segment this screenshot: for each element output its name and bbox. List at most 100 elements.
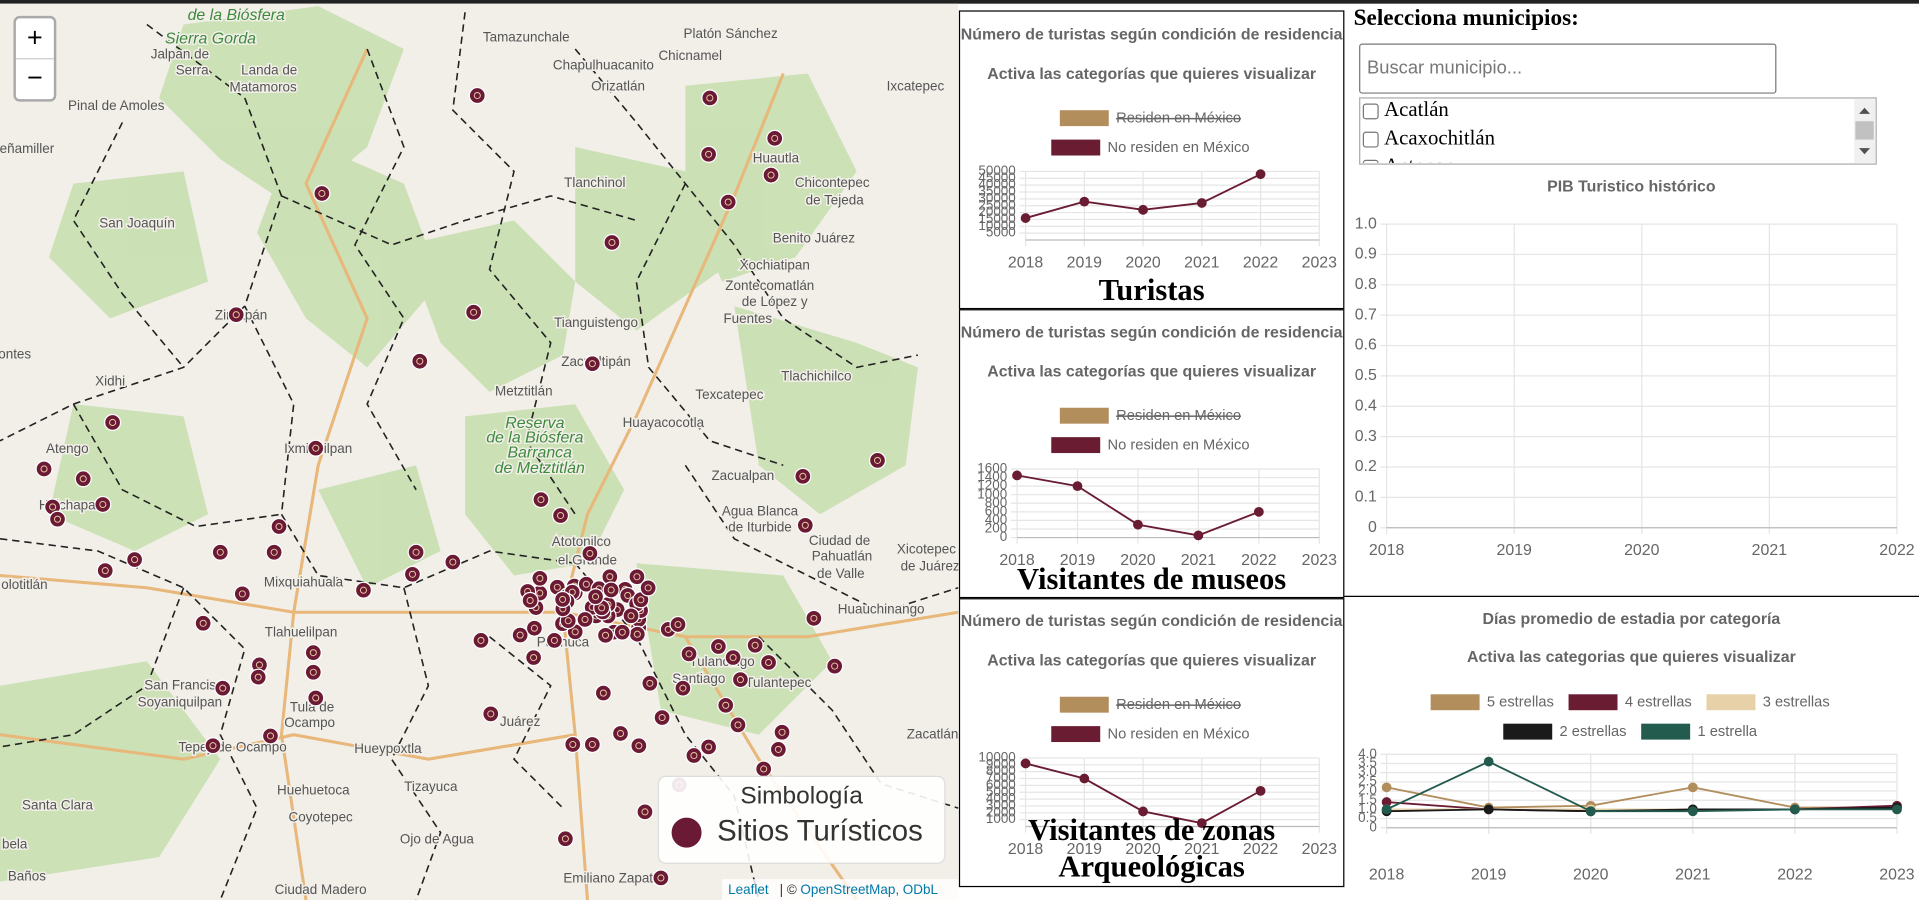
site-marker[interactable] [719, 193, 737, 211]
site-marker[interactable] [94, 495, 112, 514]
site-marker[interactable] [586, 588, 605, 606]
site-marker[interactable] [554, 590, 572, 608]
site-marker[interactable] [511, 626, 529, 644]
site-marker[interactable] [307, 689, 325, 707]
site-marker[interactable] [583, 355, 601, 373]
attribution-osm[interactable]: OpenStreetMap, ODbL [800, 882, 938, 897]
site-marker[interactable] [521, 591, 539, 610]
site-marker[interactable] [104, 413, 122, 432]
site-marker[interactable] [805, 609, 823, 627]
zoom-out[interactable]: − [27, 63, 43, 93]
site-marker[interactable] [613, 623, 631, 641]
legend-item[interactable]: Residen en México [1059, 110, 1241, 127]
site-marker[interactable] [652, 869, 670, 887]
site-marker[interactable] [669, 615, 687, 634]
legend-item[interactable]: No residen en México [1051, 437, 1250, 454]
site-marker[interactable] [594, 684, 612, 702]
site-marker[interactable] [685, 746, 703, 765]
municipio-list[interactable] [1359, 97, 1877, 165]
site-marker[interactable] [354, 581, 373, 599]
checkbox[interactable] [1362, 103, 1379, 120]
site-marker[interactable] [701, 89, 719, 107]
site-marker[interactable] [96, 562, 114, 580]
site-marker[interactable] [35, 460, 53, 478]
site-marker[interactable] [796, 516, 814, 534]
site-marker[interactable] [709, 637, 727, 656]
legend-item[interactable]: Residen en México [1059, 407, 1241, 424]
site-marker[interactable] [564, 735, 582, 754]
site-marker[interactable] [313, 184, 331, 203]
legend-item[interactable]: 5 estrellas [1430, 694, 1554, 711]
site-marker[interactable] [766, 129, 784, 147]
site-marker[interactable] [532, 491, 550, 509]
site-marker[interactable] [468, 86, 486, 105]
site-marker[interactable] [233, 585, 251, 603]
site-marker[interactable] [746, 636, 764, 654]
site-marker[interactable] [729, 716, 747, 734]
site-marker[interactable] [583, 735, 601, 754]
site-marker[interactable] [307, 439, 325, 457]
site-marker[interactable] [261, 727, 280, 745]
site-marker[interactable] [622, 607, 640, 625]
site-marker[interactable] [304, 644, 322, 662]
site-marker[interactable] [304, 663, 322, 681]
site-marker[interactable] [628, 625, 646, 643]
attribution-leaflet[interactable]: Leaflet [728, 882, 769, 897]
legend-item[interactable]: 4 estrellas [1568, 694, 1692, 711]
legend-item[interactable]: Residen en México [1059, 696, 1241, 713]
site-marker[interactable] [525, 619, 543, 637]
site-marker[interactable] [204, 737, 222, 755]
site-marker[interactable] [641, 674, 659, 692]
search-input[interactable] [1359, 43, 1777, 94]
site-marker[interactable] [407, 543, 425, 561]
site-marker[interactable] [762, 166, 780, 184]
site-marker[interactable] [760, 653, 778, 672]
site-marker[interactable] [731, 671, 749, 689]
site-marker[interactable] [628, 568, 646, 586]
site-marker[interactable] [653, 708, 671, 727]
site-marker[interactable] [794, 467, 812, 485]
site-marker[interactable] [403, 565, 422, 583]
checkbox[interactable] [1362, 131, 1379, 148]
site-marker[interactable] [868, 451, 887, 469]
legend-item[interactable]: No residen en México [1051, 139, 1250, 156]
site-marker[interactable] [576, 610, 594, 629]
site-marker[interactable] [211, 543, 229, 561]
site-marker[interactable] [270, 517, 288, 536]
site-marker[interactable] [639, 579, 657, 597]
site-marker[interactable] [700, 145, 718, 163]
site-marker[interactable] [755, 760, 773, 778]
site-marker[interactable] [773, 723, 791, 741]
site-marker[interactable] [472, 631, 490, 649]
site-marker[interactable] [525, 648, 543, 667]
site-marker[interactable] [411, 352, 429, 370]
site-marker[interactable] [545, 631, 563, 649]
legend-item[interactable]: No residen en México [1051, 726, 1250, 743]
site-marker[interactable] [214, 679, 232, 697]
site-marker[interactable] [602, 581, 620, 599]
site-marker[interactable] [556, 830, 574, 848]
site-marker[interactable] [603, 233, 621, 252]
legend-item[interactable]: 2 estrellas [1503, 723, 1626, 740]
site-marker[interactable] [700, 738, 718, 756]
site-marker[interactable] [48, 510, 67, 528]
site-marker[interactable] [769, 740, 787, 758]
site-marker[interactable] [249, 668, 267, 686]
site-marker[interactable] [717, 696, 735, 714]
scroll-thumb[interactable] [1855, 121, 1874, 140]
site-marker[interactable] [611, 724, 630, 743]
site-marker[interactable] [227, 306, 245, 324]
site-marker[interactable] [630, 737, 648, 755]
site-marker[interactable] [194, 614, 212, 632]
site-marker[interactable] [674, 679, 692, 697]
site-marker[interactable] [724, 648, 742, 667]
zoom-in[interactable]: + [27, 22, 43, 52]
site-marker[interactable] [74, 470, 92, 488]
site-marker[interactable] [680, 645, 698, 663]
site-marker[interactable] [465, 303, 483, 321]
checkbox[interactable] [1362, 159, 1379, 175]
site-marker[interactable] [482, 705, 500, 723]
site-marker[interactable] [444, 553, 462, 571]
site-marker[interactable] [126, 551, 144, 569]
